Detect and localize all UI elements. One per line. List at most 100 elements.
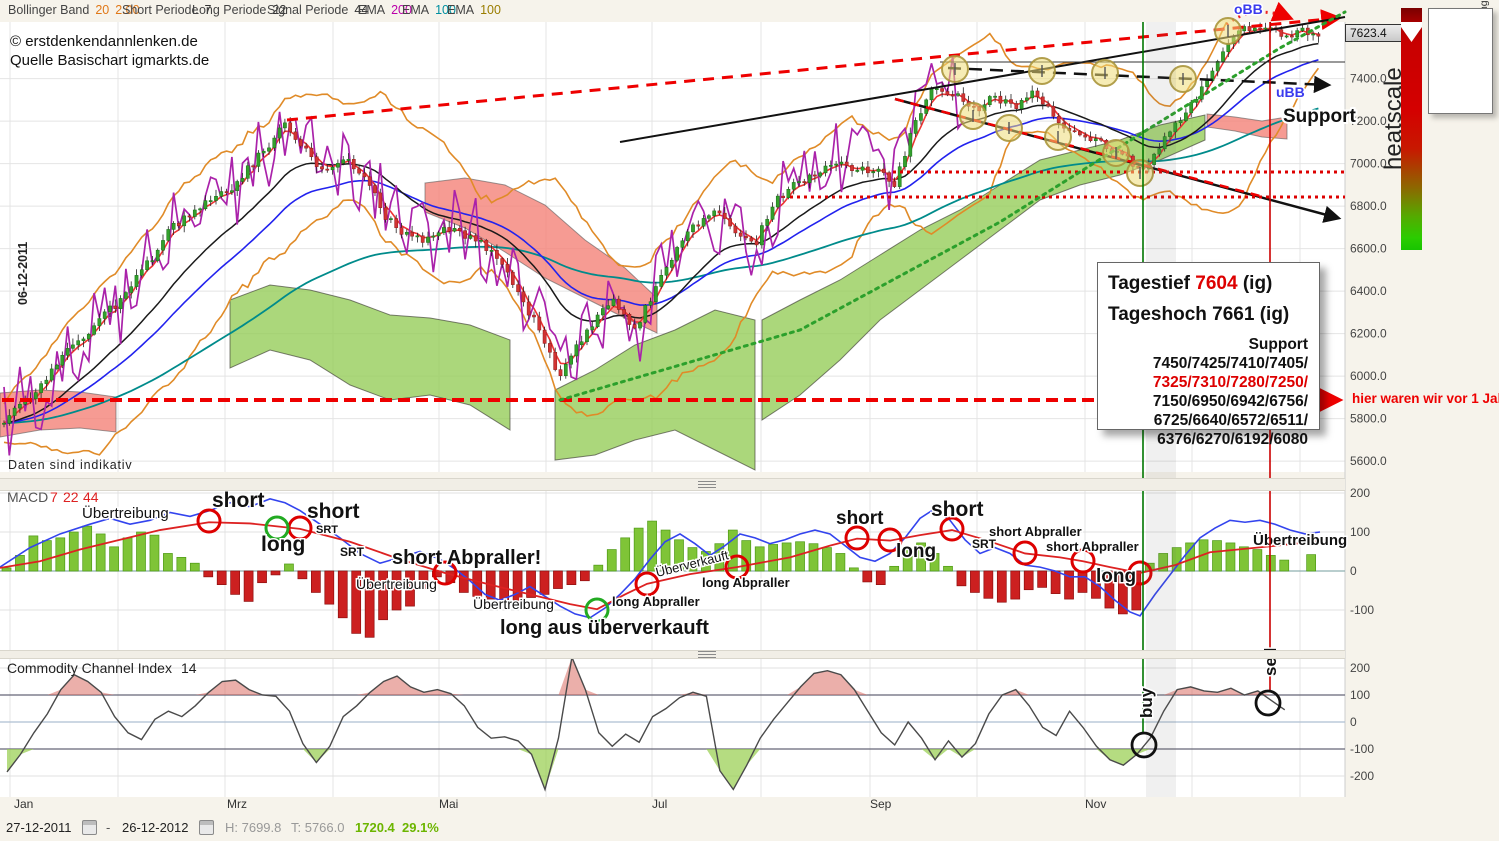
macd-histogram-bar [795, 541, 805, 572]
macd-histogram-bar [1158, 553, 1169, 572]
macd-histogram-bar [136, 531, 146, 572]
macd-histogram-bar [889, 565, 900, 572]
toolbar-label: EMA [358, 3, 386, 17]
toolbar-signal-periode[interactable]: Signal Periode 44 [267, 3, 368, 17]
macd-title: MACD [7, 489, 48, 505]
panel-splitter-1[interactable] [0, 478, 1345, 491]
macd-histogram-bar [674, 539, 684, 572]
macd-histogram-bar [727, 529, 738, 572]
date-from-field[interactable]: 27-12-2011 [6, 820, 72, 835]
macd-histogram-bar [983, 570, 994, 599]
macd-histogram-bar [230, 570, 240, 595]
macd-annotation: long [261, 533, 305, 556]
macd-annotation: Übertreibung [473, 595, 554, 612]
macd-histogram-bar [378, 570, 388, 621]
macd-histogram-bar [109, 546, 119, 572]
bollinger-lower-band [3, 67, 1320, 456]
macd-signal-circle [634, 571, 660, 597]
cci-buy-circle [1130, 731, 1158, 759]
support-levels-line: 7325/7310/7280/7250/ [1152, 374, 1308, 391]
macd-histogram-bar [606, 549, 617, 572]
toolbar-value: 100 [480, 3, 501, 17]
panel-splitter-2[interactable] [0, 650, 1345, 659]
macd-histogram-bar [1, 567, 12, 572]
tradingrange-box [1428, 8, 1493, 114]
macd-histogram-bar [1117, 570, 1128, 615]
x-axis-month-label: Mai [439, 797, 458, 811]
macd-param: 44 [83, 489, 99, 505]
heatscale-price-notch [1401, 22, 1422, 42]
yellow-highlight-circles [941, 17, 1242, 187]
cci-param: 14 [181, 660, 197, 676]
ubb-label: uBB [1276, 84, 1305, 100]
ichimoku-green-cloud [554, 309, 756, 471]
status-bar: 27-12-2011 - 26-12-2012 H: 7699.8 T: 576… [0, 816, 1499, 841]
toolbar-ema-100-teal[interactable]: EMA 100 [402, 3, 456, 17]
macd-param: 22 [63, 489, 79, 505]
macd-histogram-bar [768, 544, 779, 572]
macd-histogram-bar [1212, 540, 1222, 572]
price-axis-tick: 6200.0 [1350, 327, 1387, 341]
period-low: T: 5766.0 [291, 820, 345, 835]
toolbar-bollinger[interactable]: Bollinger Band 20 2.00 [8, 3, 140, 17]
macd-histogram-bar [553, 570, 563, 589]
toolbar-ema-100-olive[interactable]: EMA 100 [447, 3, 501, 17]
support-levels-line: 6376/6270/6192/6080 [1157, 431, 1308, 448]
ichimoku-green-cloud [229, 284, 511, 431]
obb-dotted-arc-arrow [1220, 1, 1294, 31]
date-to-field[interactable]: 26-12-2012 [122, 820, 189, 835]
cci-sell-circle [1254, 689, 1282, 717]
ema-200-purple-line [3, 55, 964, 456]
toolbar-label: EMA [402, 3, 430, 17]
cci-title: Commodity Channel Index [7, 660, 172, 676]
macd-histogram-bar [189, 562, 200, 572]
macd-signal-line [0, 521, 1345, 611]
macd-histogram-bar [526, 570, 536, 598]
macd-annotation: short Abpraller! [392, 547, 541, 569]
price-axis-tick: 6400.0 [1350, 284, 1387, 298]
calendar-icon[interactable] [199, 820, 214, 835]
vertical-date-label: 06-12-2011 [16, 242, 30, 305]
splitter-grip-icon[interactable] [698, 651, 716, 658]
macd-annotation: short [836, 508, 884, 529]
cci-panel [0, 658, 1345, 792]
macd-signal-circle [196, 508, 222, 534]
macd-histogram-bar [539, 570, 550, 595]
macd-annotation: long [896, 541, 936, 562]
macd-histogram-bar [391, 570, 402, 611]
macd-histogram-bar [1064, 570, 1074, 600]
toolbar-label: Bollinger Band [8, 3, 90, 17]
period-range: 1720.4 [355, 820, 395, 835]
macd-histogram-bar [1279, 559, 1290, 572]
splitter-grip-icon[interactable] [698, 481, 716, 488]
x-axis-month-label: Mrz [227, 797, 247, 811]
macd-histogram-bar [647, 520, 657, 572]
tagestief-label: Tagestief [1108, 273, 1196, 294]
macd-histogram-bar [943, 565, 953, 572]
watermark: © erstdenkendannlenken.de Quelle Basisch… [10, 32, 209, 70]
toolbar-long-periode[interactable]: Long Periode 22 [192, 3, 286, 17]
macd-histogram-bar [337, 570, 348, 619]
ichimoku-pink-cloud [1206, 113, 1288, 140]
macd-histogram-bar [620, 537, 631, 572]
macd-histogram-bar [41, 540, 52, 572]
macd-signal-circle [584, 597, 610, 623]
calendar-icon[interactable] [82, 820, 97, 835]
price-panel [0, 113, 1288, 471]
toolbar-ema-200[interactable]: EMA 200 [358, 3, 412, 17]
x-axis-month-label: Sep [870, 797, 892, 811]
macd-histogram-bar [687, 547, 698, 572]
macd-annotation: Übertreibung [356, 575, 437, 592]
macd-annotation: SRT [316, 524, 338, 536]
toolbar-value: 100 [435, 3, 456, 17]
macd-line [0, 498, 1321, 619]
macd-histogram-bar [593, 564, 604, 572]
macd-histogram-bar [875, 570, 886, 585]
macd-annotation: long [1096, 566, 1136, 587]
price-axis-tick: 5600.0 [1350, 454, 1387, 468]
toolbar-short-periode[interactable]: Short Periode 7 [122, 3, 211, 17]
macd-histogram-bar [1185, 542, 1195, 572]
macd-annotation: short [931, 498, 984, 521]
macd-histogram-bar [902, 549, 913, 572]
